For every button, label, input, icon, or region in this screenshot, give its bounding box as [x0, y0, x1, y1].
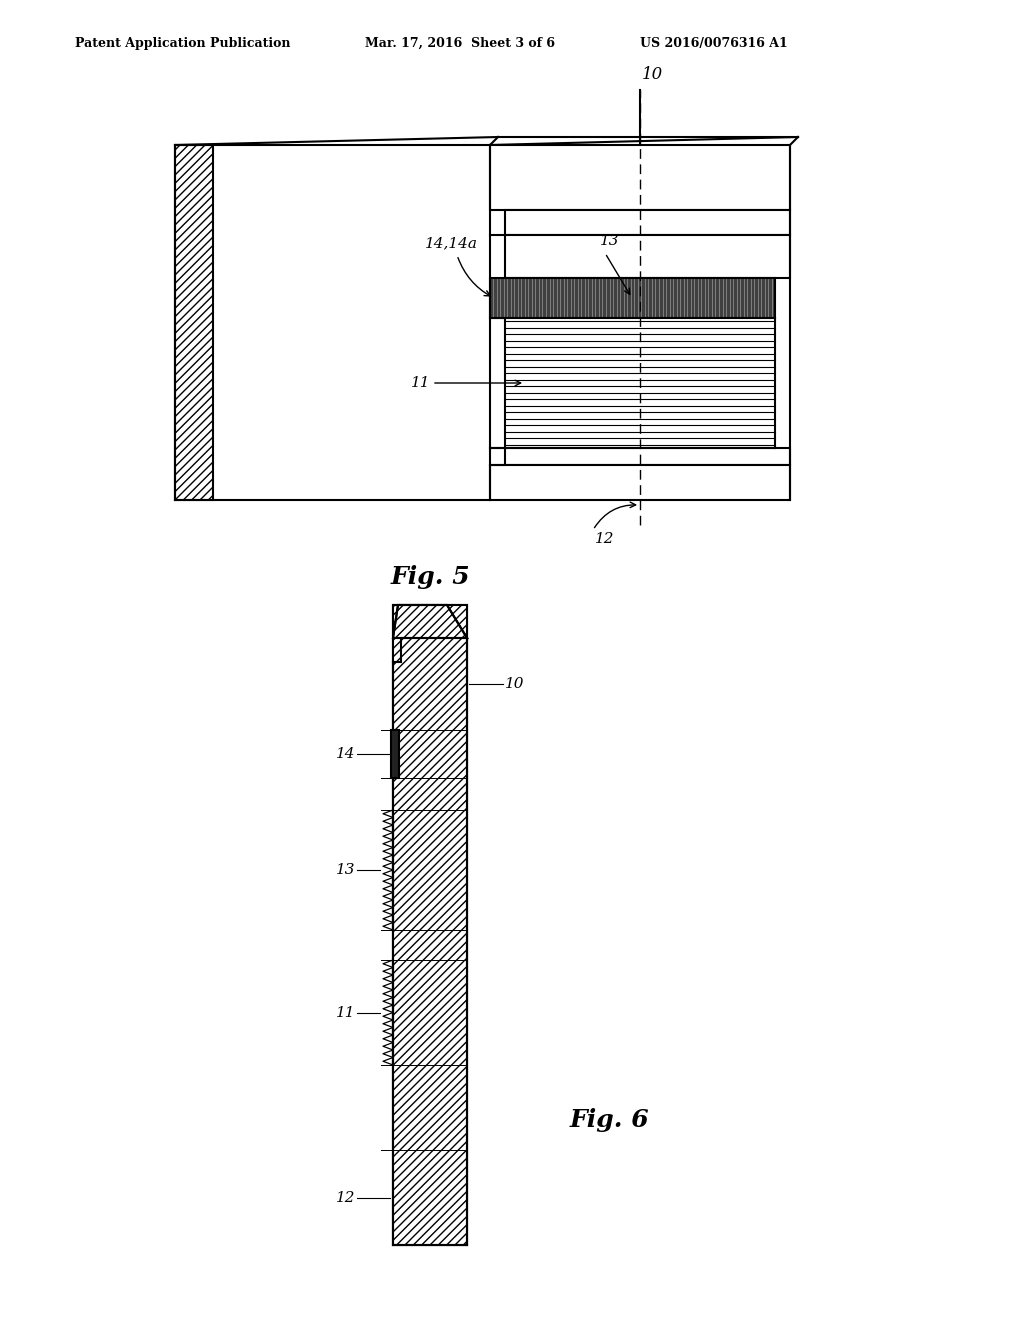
Bar: [175, 145, 490, 500]
Text: 11: 11: [336, 1006, 355, 1020]
Text: US 2016/0076316 A1: US 2016/0076316 A1: [640, 37, 787, 50]
Bar: [175, 145, 213, 500]
FancyBboxPatch shape: [393, 605, 467, 1245]
Text: 14: 14: [336, 747, 355, 762]
Bar: [505, 447, 790, 465]
Text: 13: 13: [336, 863, 355, 876]
Text: Fig. 5: Fig. 5: [390, 565, 470, 589]
Text: 12: 12: [595, 532, 614, 546]
Text: 11: 11: [411, 376, 430, 389]
Text: 10: 10: [505, 677, 524, 690]
Bar: [505, 318, 775, 447]
Text: Fig. 6: Fig. 6: [570, 1107, 649, 1133]
Polygon shape: [393, 605, 467, 638]
Bar: [393, 605, 467, 1245]
Bar: [505, 235, 790, 279]
Text: 13: 13: [600, 234, 620, 248]
Bar: [490, 279, 775, 318]
Bar: [490, 145, 790, 210]
Bar: [391, 730, 399, 777]
Text: Patent Application Publication: Patent Application Publication: [75, 37, 291, 50]
Text: 12: 12: [336, 1191, 355, 1205]
Text: 14,14a: 14,14a: [425, 236, 478, 249]
Bar: [490, 465, 790, 500]
Text: 10: 10: [642, 66, 664, 83]
Text: Mar. 17, 2016  Sheet 3 of 6: Mar. 17, 2016 Sheet 3 of 6: [365, 37, 555, 50]
Bar: [505, 210, 790, 235]
